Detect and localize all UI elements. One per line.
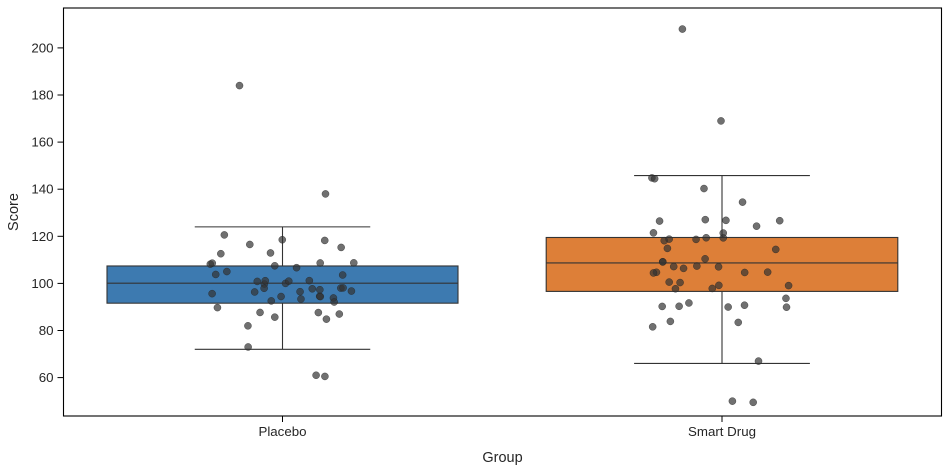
svg-text:Score: Score [6,193,22,231]
svg-text:Smart Drug: Smart Drug [688,424,756,439]
svg-text:Placebo: Placebo [258,424,306,439]
svg-text:200: 200 [31,40,53,55]
svg-text:60: 60 [39,370,54,385]
svg-text:160: 160 [31,135,53,150]
svg-text:Group: Group [482,450,522,466]
svg-text:140: 140 [31,182,53,197]
svg-text:180: 180 [31,88,53,103]
svg-text:100: 100 [31,276,53,291]
svg-text:120: 120 [31,229,53,244]
svg-text:80: 80 [39,323,54,338]
